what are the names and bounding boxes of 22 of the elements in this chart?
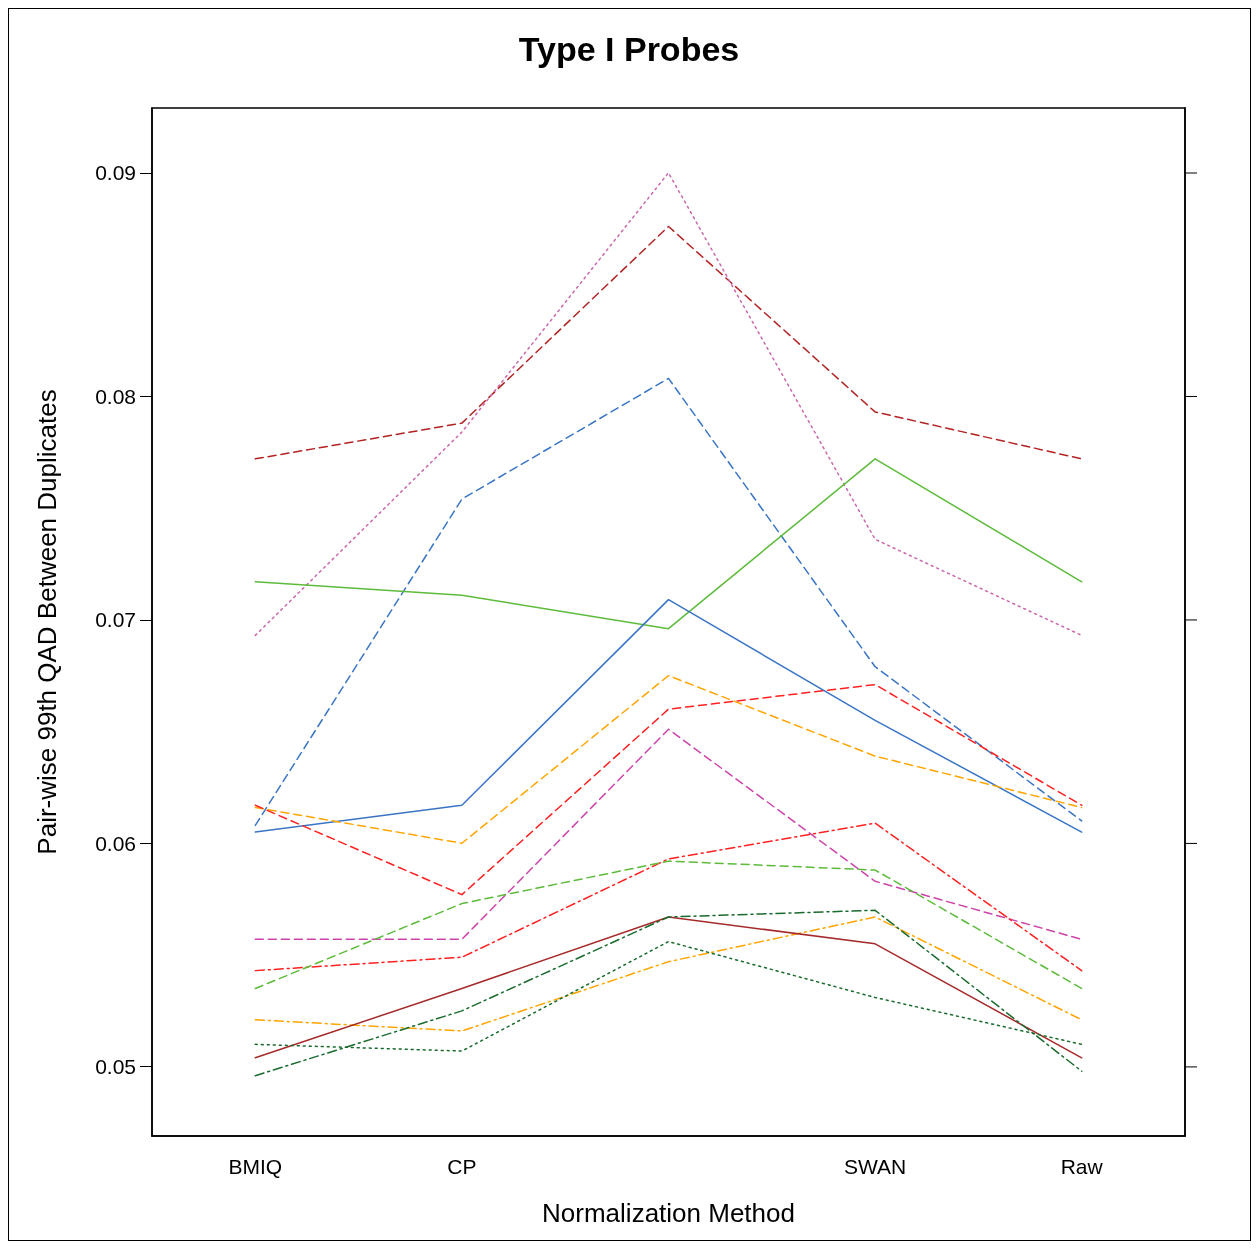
y-tick-label: 0.05 bbox=[95, 1055, 136, 1079]
y-tick-label: 0.08 bbox=[95, 384, 136, 408]
line-series bbox=[254, 598, 1083, 833]
line-series bbox=[254, 225, 1083, 460]
line-series bbox=[254, 377, 1083, 827]
x-tick-label: BMIQ bbox=[228, 1155, 283, 1178]
x-tick-label: SWAN bbox=[843, 1155, 907, 1178]
x-axis-title: Normalization Method bbox=[542, 1198, 795, 1228]
line-series bbox=[254, 674, 1083, 844]
y-tick-label: 0.07 bbox=[95, 608, 136, 632]
line-series bbox=[254, 172, 1083, 637]
line-series bbox=[254, 458, 1083, 630]
chart-title: Type I Probes bbox=[518, 30, 740, 68]
x-tick-label: CP bbox=[447, 1155, 477, 1178]
y-tick-label: 0.06 bbox=[95, 831, 136, 855]
y-tick-label: 0.09 bbox=[95, 161, 136, 185]
line-series bbox=[254, 916, 1083, 1032]
line-series bbox=[254, 860, 1083, 990]
y-axis-title: Pair-wise 99th QAD Between Duplicates bbox=[32, 389, 62, 855]
line-series bbox=[254, 683, 1083, 896]
x-tick-label: Raw bbox=[1060, 1155, 1104, 1178]
line-series bbox=[254, 822, 1083, 972]
